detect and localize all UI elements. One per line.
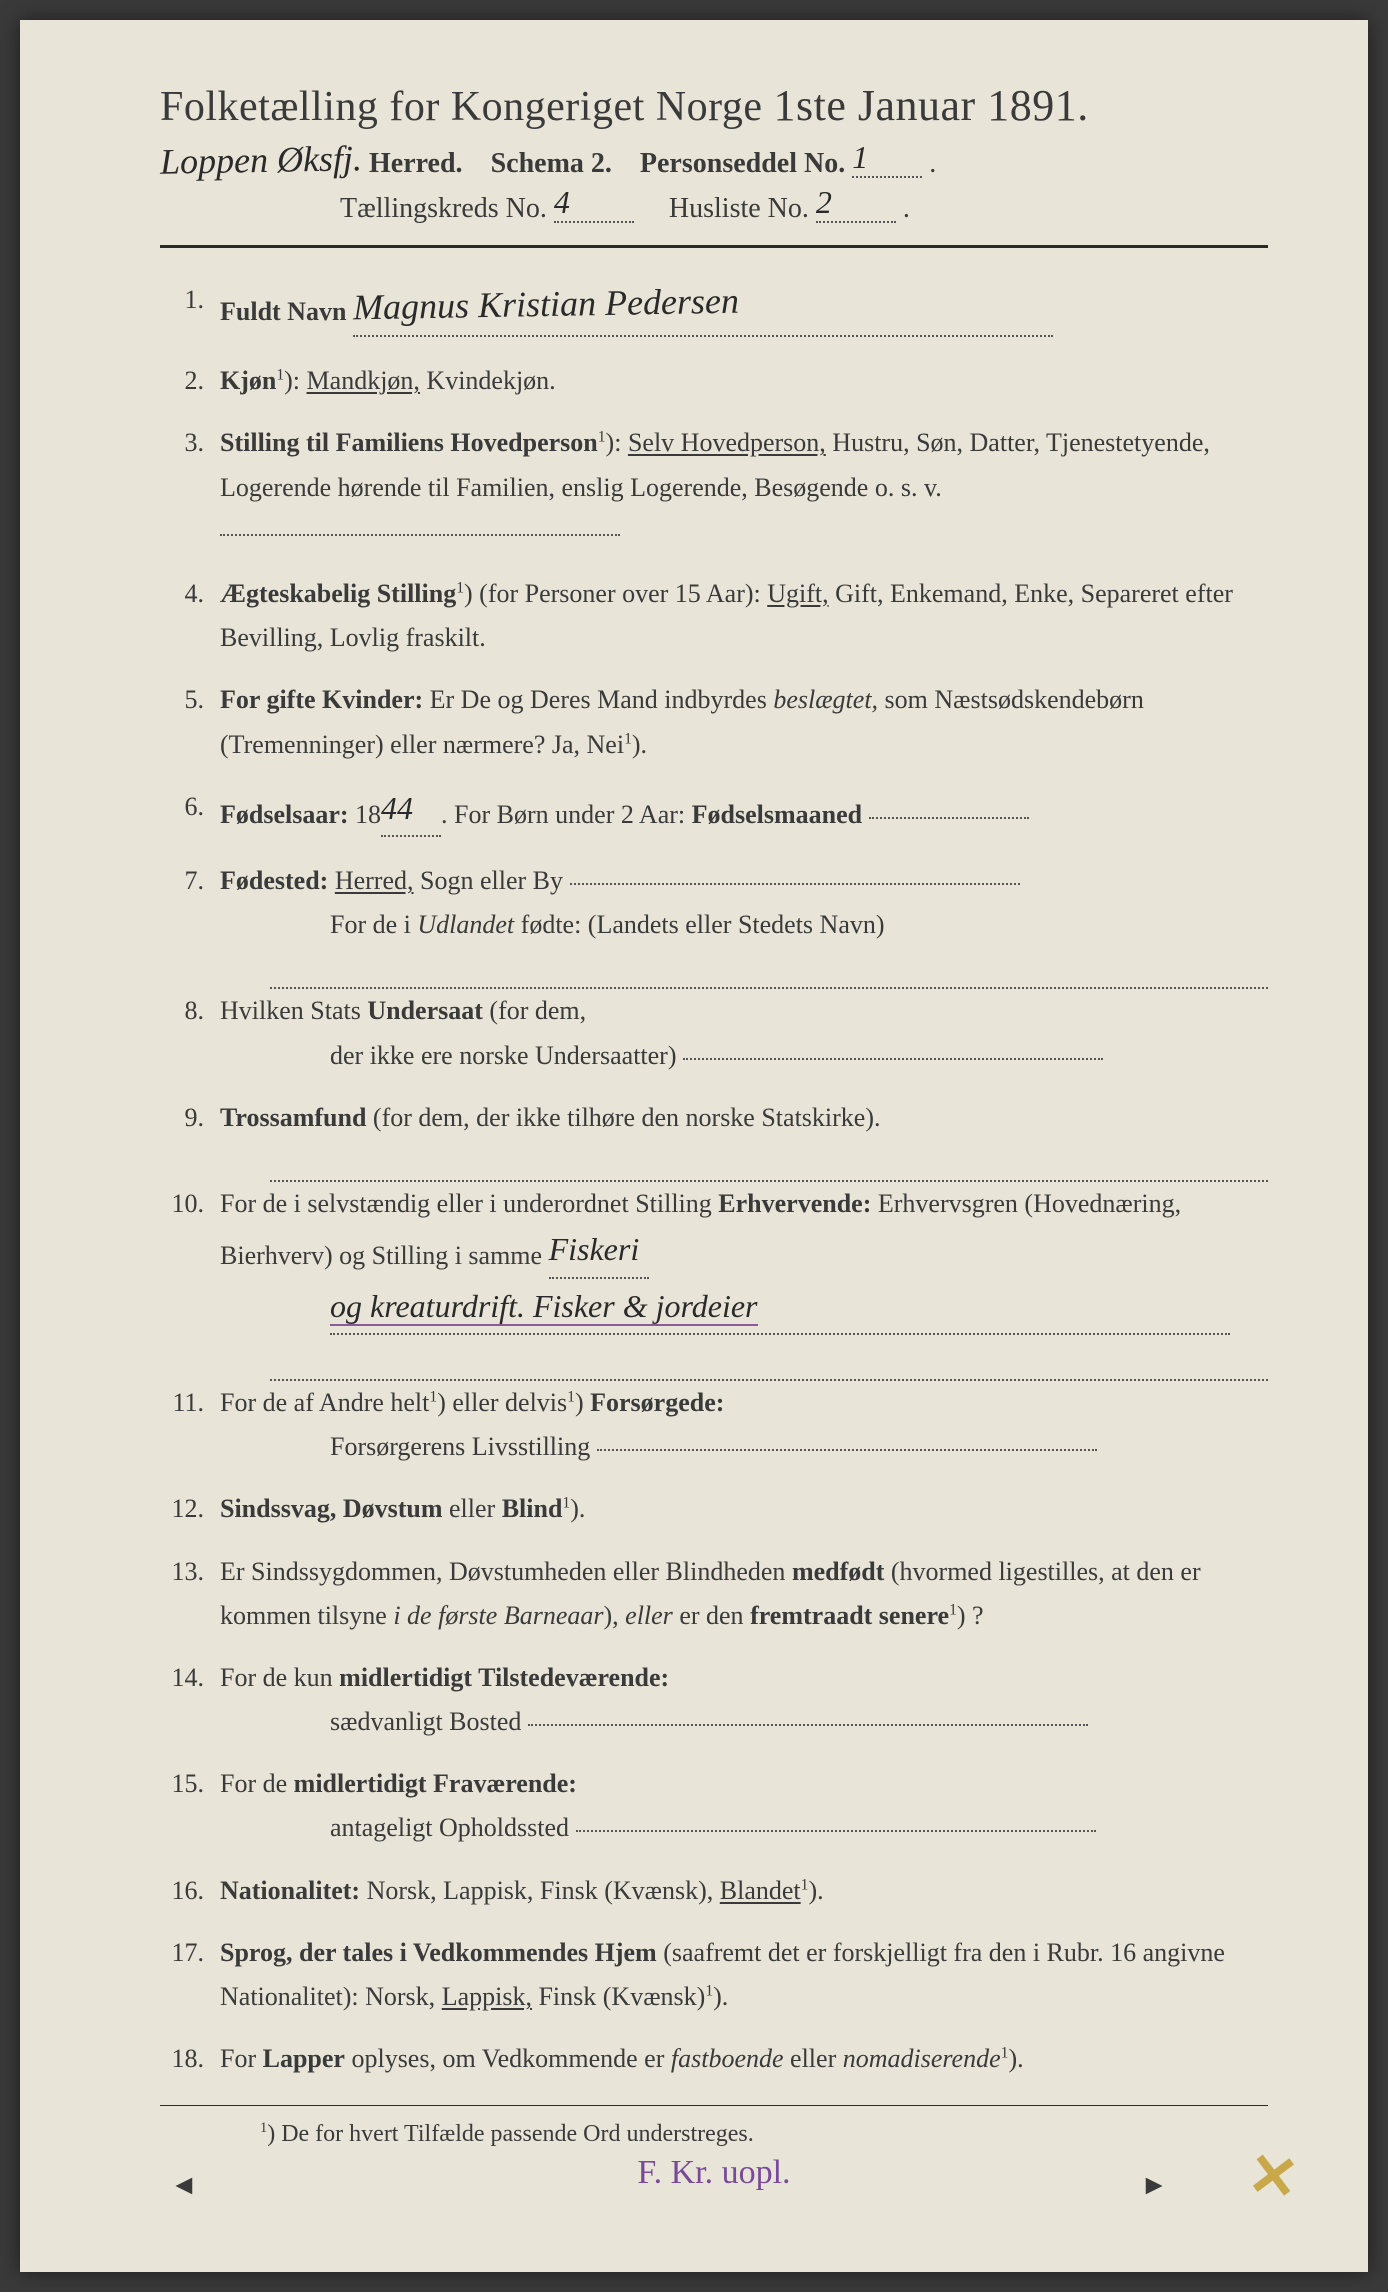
- q9-label: Trossamfund: [220, 1103, 366, 1132]
- q1-value: Magnus Kristian Pedersen: [352, 271, 739, 339]
- herred-handwritten: Loppen Øksfj.: [160, 137, 363, 183]
- title-date: 1ste Januar 1891.: [773, 81, 1088, 130]
- q10-hw2: og kreaturdrift. Fisker & jordeier: [330, 1288, 758, 1326]
- q17-selected: Lappisk,: [442, 1982, 532, 2011]
- q13-num: 13.: [160, 1550, 220, 1638]
- q4-selected: Ugift,: [767, 579, 828, 608]
- q10-blank-line: [270, 1357, 1268, 1381]
- q17-num: 17.: [160, 1931, 220, 2019]
- q2-opt2: Kvindekjøn.: [426, 366, 555, 395]
- q18-num: 18.: [160, 2037, 220, 2081]
- corner-x-mark: ✕: [1243, 2139, 1303, 2215]
- divider-top: [160, 245, 1268, 248]
- q7-num: 7.: [160, 859, 220, 947]
- question-10: 10. For de i selvstændig eller i underor…: [160, 1182, 1268, 1339]
- q7-blank-line: [270, 965, 1268, 989]
- q6-label: Fødselsaar:: [220, 800, 349, 829]
- q9-blank-line: [270, 1158, 1268, 1182]
- q1-num: 1.: [160, 278, 220, 341]
- q2-num: 2.: [160, 359, 220, 403]
- husliste-label: Husliste No.: [669, 193, 809, 224]
- question-15: 15. For de midlertidigt Fraværende: anta…: [160, 1762, 1268, 1850]
- question-5: 5. For gifte Kvinder: Er De og Deres Man…: [160, 678, 1268, 766]
- q7-label: Fødested:: [220, 866, 328, 895]
- census-form-page: Folketælling for Kongeriget Norge 1ste J…: [20, 20, 1368, 2272]
- q2-selected: Mandkjøn,: [307, 366, 420, 395]
- question-1: 1. Fuldt Navn Magnus Kristian Pedersen: [160, 278, 1268, 341]
- question-17: 17. Sprog, der tales i Vedkommendes Hjem…: [160, 1931, 1268, 2019]
- title-prefix: Folketælling for Kongeriget Norge: [160, 84, 773, 130]
- q15-num: 15.: [160, 1762, 220, 1850]
- q14-num: 14.: [160, 1656, 220, 1744]
- question-7: 7. Fødested: Herred, Sogn eller By For d…: [160, 859, 1268, 947]
- q11-num: 11.: [160, 1381, 220, 1469]
- q7-selected: Herred,: [335, 866, 414, 895]
- bottom-handwriting: F. Kr. uopl.: [160, 2154, 1268, 2192]
- q3-selected: Selv Hovedperson,: [628, 428, 826, 457]
- question-14: 14. For de kun midlertidigt Tilstedevære…: [160, 1656, 1268, 1744]
- q10-hw1: Fiskeri: [549, 1231, 640, 1267]
- q16-selected: Blandet: [720, 1876, 801, 1905]
- husliste-no: 2: [816, 184, 832, 220]
- question-2: 2. Kjøn1): Mandkjøn, Kvindekjøn.: [160, 359, 1268, 403]
- q6-num: 6.: [160, 785, 220, 841]
- question-4: 4. Ægteskabelig Stilling1) (for Personer…: [160, 572, 1268, 660]
- q5-label: For gifte Kvinder:: [220, 685, 423, 714]
- tkreds-no: 4: [554, 184, 570, 220]
- q4-label: Ægteskabelig Stilling: [220, 579, 456, 608]
- question-18: 18. For Lapper oplyses, om Vedkommende e…: [160, 2037, 1268, 2081]
- arrow-right-icon: ►: [1140, 2170, 1168, 2202]
- personseddel-label: Personseddel No.: [640, 148, 845, 179]
- herred-label: Herred.: [369, 148, 463, 179]
- question-6: 6. Fødselsaar: 1844. For Børn under 2 Aa…: [160, 785, 1268, 841]
- q5-num: 5.: [160, 678, 220, 766]
- q16-num: 16.: [160, 1869, 220, 1913]
- q4-num: 4.: [160, 572, 220, 660]
- schema-label: Schema 2.: [491, 148, 612, 179]
- q12-num: 12.: [160, 1487, 220, 1531]
- q3-label: Stilling til Familiens Hovedperson: [220, 428, 598, 457]
- page-title: Folketælling for Kongeriget Norge 1ste J…: [160, 80, 1268, 131]
- question-13: 13. Er Sindssygdommen, Døvstumheden elle…: [160, 1550, 1268, 1638]
- question-16: 16. Nationalitet: Norsk, Lappisk, Finsk …: [160, 1869, 1268, 1913]
- header-line-1: Loppen Øksfj. Herred. Schema 2. Personse…: [160, 139, 1268, 182]
- q1-label: Fuldt Navn: [220, 297, 346, 326]
- personseddel-no: 1: [852, 139, 868, 175]
- question-12: 12. Sindssvag, Døvstum eller Blind1).: [160, 1487, 1268, 1531]
- question-11: 11. For de af Andre helt1) eller delvis1…: [160, 1381, 1268, 1469]
- q9-num: 9.: [160, 1096, 220, 1140]
- question-3: 3. Stilling til Familiens Hovedperson1):…: [160, 421, 1268, 554]
- q6-year: 44: [381, 790, 413, 826]
- q10-num: 10.: [160, 1182, 220, 1339]
- q2-label: Kjøn: [220, 366, 276, 395]
- arrow-left-icon: ◄: [170, 2170, 198, 2202]
- question-9: 9. Trossamfund (for dem, der ikke tilhør…: [160, 1096, 1268, 1140]
- q3-num: 3.: [160, 421, 220, 554]
- q8-num: 8.: [160, 989, 220, 1077]
- footnote: 1) De for hvert Tilfælde passende Ord un…: [260, 2120, 1268, 2148]
- divider-bottom: [160, 2105, 1268, 2106]
- header-line-2: Tællingskreds No. 4 Husliste No. 2 .: [340, 188, 1268, 227]
- question-8: 8. Hvilken Stats Undersaat (for dem, der…: [160, 989, 1268, 1077]
- tkreds-label: Tællingskreds No.: [340, 193, 547, 224]
